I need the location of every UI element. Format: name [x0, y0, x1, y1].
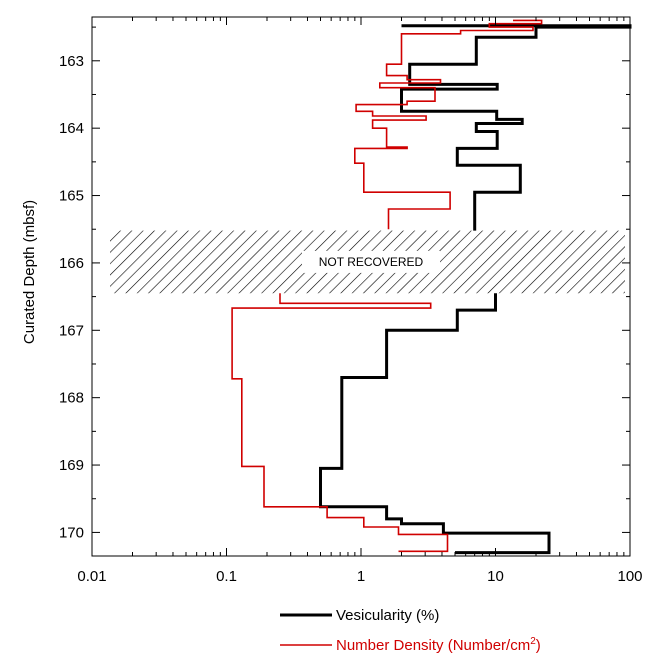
series-line-2 [354, 19, 543, 230]
y-tick-label: 163 [59, 53, 84, 70]
legend-label-number-density-main: Number Density (Number/cm [336, 637, 530, 654]
not-recovered-label-background [302, 250, 440, 273]
legend-label-number-density: Number Density (Number/cm2) [336, 636, 541, 654]
y-tick-label: 168 [59, 390, 84, 407]
x-tick-label: 0.01 [77, 568, 106, 585]
legend-label-number-density-close: ) [536, 637, 541, 654]
y-tick-label: 166 [59, 255, 84, 272]
legend: Vesicularity (%) Number Density (Number/… [280, 607, 541, 654]
y-axis-title: Curated Depth (mbsf) [21, 200, 38, 344]
series-line-1 [319, 293, 551, 555]
x-tick-label: 10 [487, 568, 504, 585]
x-tick-label: 100 [617, 568, 642, 585]
legend-label-number-density-superscript: 2 [530, 636, 536, 647]
y-tick-label: 164 [59, 120, 84, 137]
series-lines [231, 19, 632, 555]
y-tick-label: 170 [59, 524, 84, 541]
y-tick-label: 169 [59, 457, 84, 474]
y-tick-label: 165 [59, 188, 84, 205]
x-tick-label: 0.1 [216, 568, 237, 585]
not-recovered-label: NOT RECOVERED [319, 255, 424, 269]
x-axis: 0.01 0.1 1 10 100 [77, 17, 643, 585]
not-recovered-zone: NOT RECOVERED [110, 230, 625, 294]
y-tick-label: 167 [59, 322, 84, 339]
x-tick-label: 1 [357, 568, 365, 585]
series-line-3 [231, 293, 449, 553]
legend-label-vesicularity: Vesicularity (%) [336, 607, 439, 624]
y-axis: 163 164 165 166 167 168 169 170 [59, 26, 630, 541]
series-line-0 [400, 24, 632, 231]
